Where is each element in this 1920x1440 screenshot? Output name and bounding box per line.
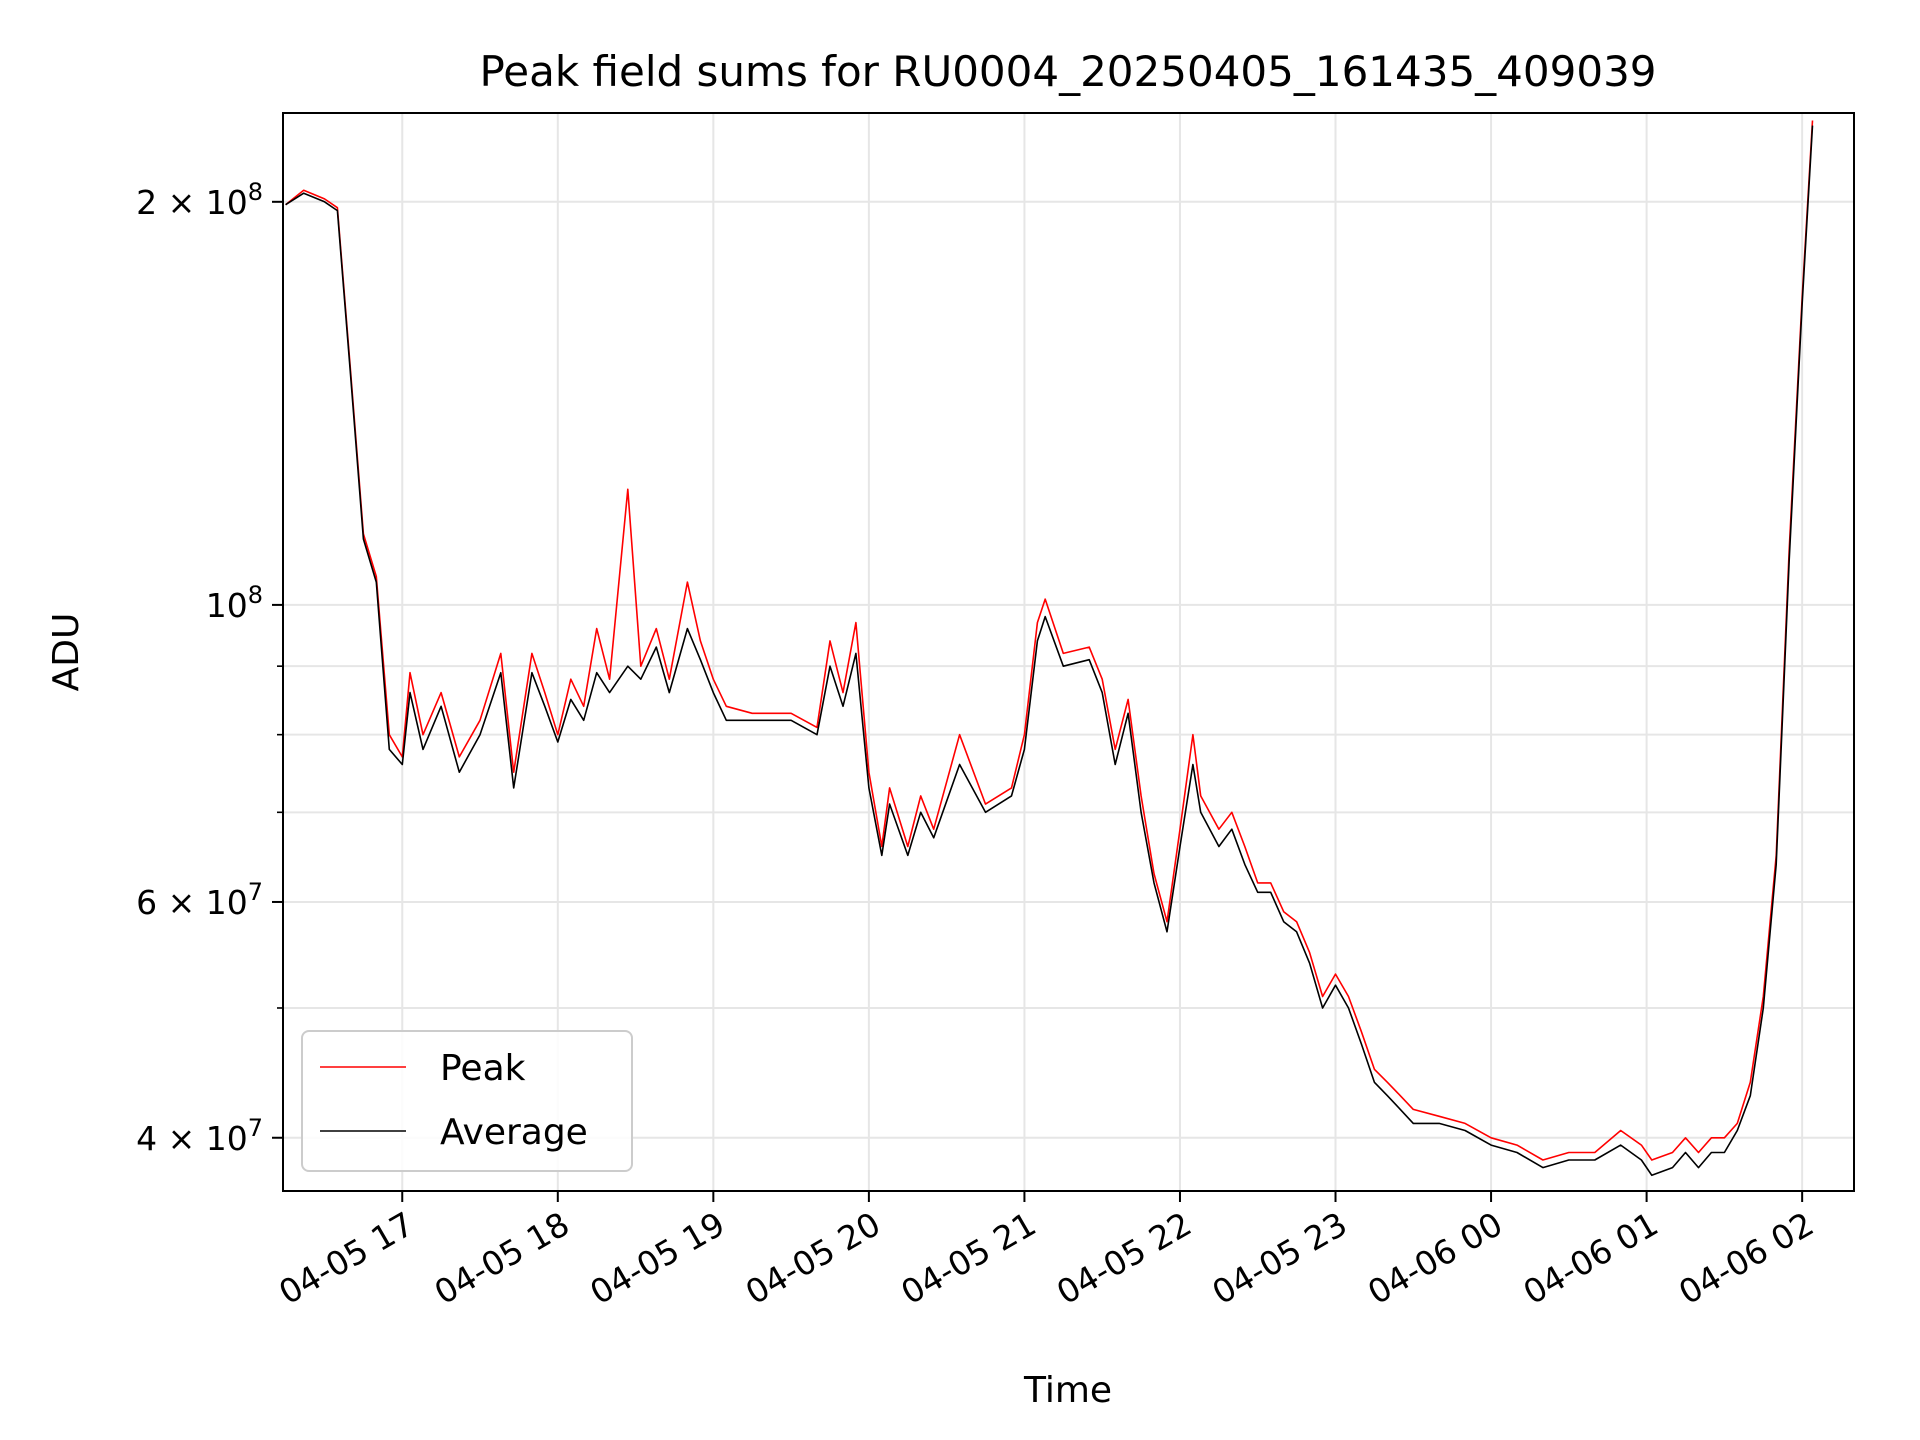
y-axis: 2 × 108 108 6 × 107 4 × 107	[136, 178, 283, 1158]
y-tick-label: 4 × 107	[136, 1114, 263, 1158]
plot-frame	[282, 112, 1855, 1192]
legend-label-peak: Peak	[440, 1048, 526, 1089]
series-layer	[285, 120, 1814, 1177]
legend-label-average: Average	[440, 1112, 588, 1153]
y-tick-label: 6 × 107	[136, 878, 263, 922]
y-axis-label: ADU	[46, 613, 87, 692]
x-axis-label: Time	[1023, 1370, 1112, 1411]
legend: Peak Average	[301, 1030, 633, 1172]
legend-box	[301, 1030, 633, 1172]
series-line-average	[285, 125, 1814, 1177]
series-line-peak	[285, 120, 1814, 1161]
chart-title: Peak field sums for RU0004_20250405_1614…	[479, 47, 1656, 96]
grid	[283, 113, 1854, 1191]
y-tick-label: 2 × 108	[136, 178, 263, 222]
y-tick-label: 108	[206, 581, 263, 625]
